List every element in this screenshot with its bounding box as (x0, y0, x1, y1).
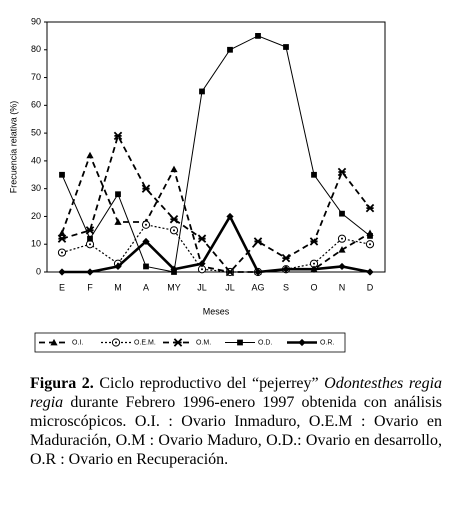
marker (367, 233, 373, 239)
marker (59, 171, 65, 178)
y-tick-label: 80 (31, 44, 41, 54)
marker (113, 131, 123, 141)
y-tick-label: 60 (31, 100, 41, 110)
marker-dot (201, 268, 203, 271)
marker-dot (313, 262, 315, 265)
caption-label: Figura 2. (30, 375, 94, 392)
marker (58, 229, 66, 236)
marker (50, 338, 58, 346)
y-tick-label: 90 (31, 16, 41, 26)
y-tick-label: 20 (31, 211, 41, 221)
marker (114, 218, 122, 225)
x-tick-label: MY (167, 282, 181, 292)
marker (197, 234, 207, 243)
y-tick-label: 50 (31, 127, 41, 137)
marker-dot (61, 251, 63, 254)
x-tick-label: AG (251, 282, 264, 292)
series-line (61, 133, 371, 274)
marker (309, 237, 319, 246)
marker (237, 339, 243, 346)
x-tick-label: JL (225, 282, 235, 292)
marker (86, 151, 94, 159)
marker (298, 338, 306, 347)
marker-dot (369, 243, 371, 246)
marker (142, 237, 150, 246)
marker (169, 214, 179, 224)
marker (255, 33, 261, 39)
x-tick-label: O (310, 282, 317, 292)
marker (281, 253, 291, 263)
x-tick-label: S (283, 282, 289, 292)
x-tick-label: D (367, 282, 374, 292)
marker (311, 171, 317, 178)
marker (199, 88, 205, 95)
y-tick-label: 30 (31, 183, 41, 193)
series-line (61, 152, 371, 273)
legend-label: O.I. (72, 339, 83, 346)
marker (338, 246, 346, 253)
marker (366, 268, 374, 276)
x-tick-label: N (339, 282, 346, 292)
marker-dot (173, 229, 175, 232)
marker (338, 262, 346, 271)
marker-dot (89, 243, 91, 246)
x-tick-label: F (87, 282, 93, 292)
marker (170, 165, 178, 173)
y-tick-label: 10 (31, 239, 41, 249)
marker (310, 265, 318, 273)
x-tick-label: A (143, 282, 149, 292)
marker (87, 235, 93, 242)
series-line (62, 213, 371, 274)
legend-label: O.M. (196, 339, 211, 346)
marker (115, 191, 121, 198)
marker (114, 262, 122, 271)
y-tick-label: 70 (31, 72, 41, 82)
marker (339, 210, 345, 217)
y-tick-label: 40 (31, 155, 41, 165)
x-axis-label: Meses (203, 306, 230, 316)
marker (58, 268, 66, 276)
marker-dot (341, 237, 343, 240)
x-tick-label: M (114, 282, 122, 292)
legend-label: O.E.M. (134, 339, 156, 346)
caption-species: Odontesthes regia regia (30, 375, 443, 411)
marker (173, 338, 183, 347)
chart: Frecuencia relativa (%) Meses 0 10 20 30 40 5… (8, 16, 386, 353)
marker (198, 260, 206, 268)
legend-label: O.D. (258, 339, 272, 346)
caption-text: Ciclo reproductivo del “pejerrey” (99, 375, 319, 392)
marker (283, 44, 289, 50)
marker (141, 184, 151, 193)
legend-box (34, 332, 346, 353)
marker (227, 46, 233, 53)
marker (226, 212, 234, 221)
marker (86, 268, 94, 276)
marker (254, 268, 262, 276)
x-tick-label: JL (197, 282, 207, 292)
plot-frame (46, 21, 386, 273)
marker (253, 237, 263, 246)
marker (225, 267, 235, 277)
caption-text: durante Febrero 1996-enero 1997 obtenida… (30, 394, 443, 468)
marker-dot (115, 341, 117, 344)
x-tick-label: E (59, 282, 65, 292)
caption: Figura 2. Ciclo reproductivo del “pejerr… (30, 374, 442, 469)
series-line (61, 35, 371, 273)
legend-label: O.R. (320, 339, 334, 346)
y-axis-label: Frecuencia relativa (%) (8, 101, 18, 194)
marker (337, 167, 347, 177)
marker (143, 263, 149, 270)
series-line (61, 224, 371, 273)
marker (170, 265, 178, 273)
marker (57, 234, 67, 243)
marker (365, 203, 375, 213)
marker (282, 265, 290, 273)
y-tick-label: 0 (36, 266, 41, 276)
marker-dot (145, 223, 147, 226)
